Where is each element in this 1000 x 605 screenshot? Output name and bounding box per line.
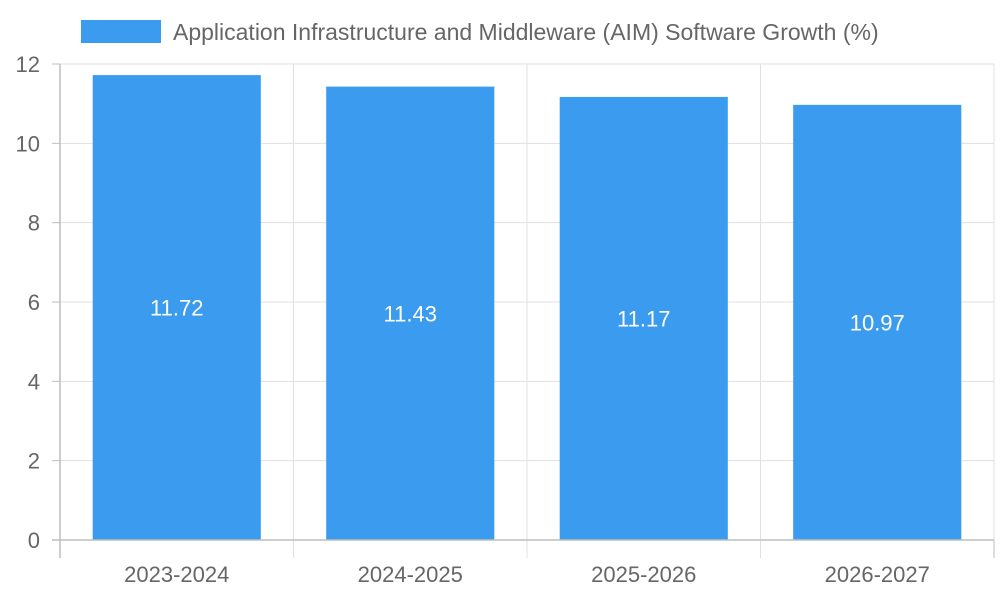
bar-value-label: 11.72: [150, 296, 203, 321]
legend-swatch: [81, 20, 161, 43]
bar[interactable]: [559, 96, 728, 540]
bar[interactable]: [92, 75, 261, 541]
bar[interactable]: [326, 86, 495, 541]
x-category-label: 2025-2026: [591, 562, 696, 587]
y-tick-label: 4: [28, 369, 40, 394]
y-tick-label: 8: [28, 211, 40, 236]
x-category-label: 2024-2025: [358, 562, 463, 587]
legend-label: Application Infrastructure and Middlewar…: [173, 19, 879, 45]
y-tick-label: 10: [16, 131, 40, 156]
x-category-label: 2026-2027: [825, 562, 930, 587]
y-tick-label: 12: [16, 52, 40, 77]
x-category-label: 2023-2024: [124, 562, 229, 587]
bar[interactable]: [793, 104, 962, 541]
bars: [92, 75, 962, 541]
bar-value-label: 10.97: [850, 310, 905, 335]
y-tick-label: 0: [28, 528, 40, 553]
y-tick-label: 6: [28, 290, 40, 315]
tick-labels: 0 2 4 6 8 10 12 2023-2024 2024-2025 2025-2026 2026…: [16, 52, 930, 587]
bar-value-label: 11.17: [617, 306, 670, 331]
bar-value-label: 11.43: [384, 301, 437, 326]
axes: [52, 63, 995, 558]
data-labels: 11.72 11.43 11.17 10.97: [150, 296, 905, 336]
y-tick-label: 2: [28, 449, 40, 474]
legend[interactable]: Application Infrastructure and Middlewar…: [81, 19, 879, 45]
